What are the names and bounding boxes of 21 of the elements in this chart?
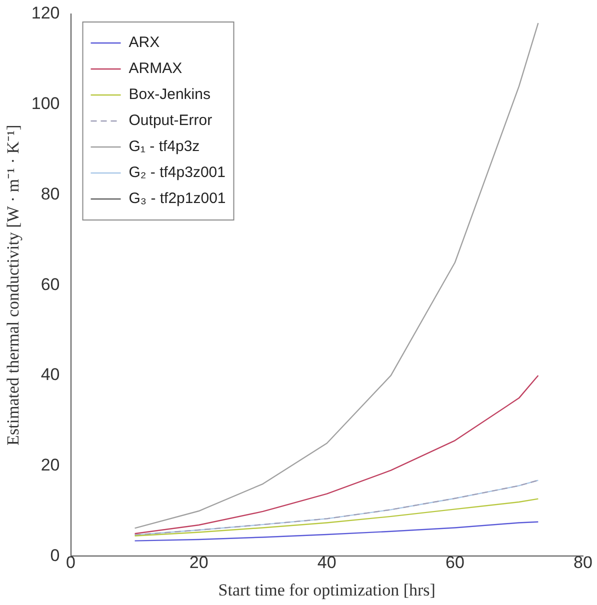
x-tick-label: 20 (189, 553, 208, 572)
y-tick-label: 80 (40, 184, 60, 204)
legend-label: G₃ - tf2p1z001 (128, 190, 226, 208)
legend-label: G₂ - tf4p3z001 (128, 164, 226, 182)
y-tick-label: 120 (31, 4, 60, 23)
x-axis-title: Start time for optimization [hrs] (218, 580, 436, 600)
legend-label: ARX (128, 34, 160, 52)
legend-label: Output-Error (128, 112, 212, 130)
y-tick-label: 20 (40, 456, 60, 475)
y-tick-label: 60 (40, 274, 60, 294)
line-series (134, 480, 539, 536)
x-tick-label: 40 (317, 553, 336, 572)
x-tick-label: 60 (445, 553, 464, 572)
x-tick-label: 80 (574, 553, 592, 572)
y-tick-label: 40 (40, 365, 60, 384)
x-tick-label: 0 (66, 553, 76, 572)
y-axis-title: Estimated thermal conductivity [W · m⁻¹ · K⁻¹] (4, 124, 23, 446)
legend-label: ARMAX (128, 60, 182, 78)
legend-label: G₁ - tf4p3z (128, 138, 200, 156)
legend-label: Box-Jenkins (128, 86, 210, 104)
y-tick-label: 100 (31, 94, 60, 114)
